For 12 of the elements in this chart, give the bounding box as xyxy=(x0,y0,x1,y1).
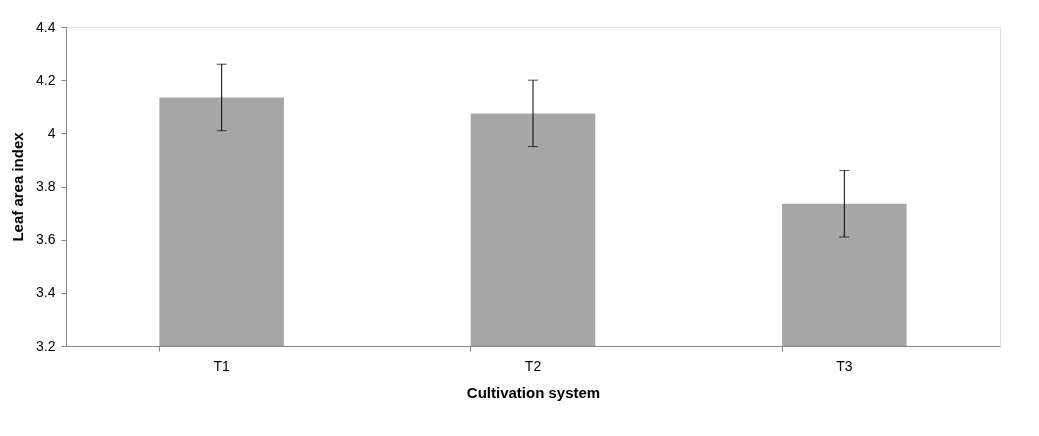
x-axis-title: Cultivation system xyxy=(466,383,601,401)
y-tick-label: 4.2 xyxy=(36,71,56,88)
x-tick-label: T2 xyxy=(524,357,542,374)
y-tick-label: 3.2 xyxy=(36,337,56,354)
y-tick-label: 3.4 xyxy=(36,284,56,301)
x-tick-label: T1 xyxy=(213,357,231,374)
x-tick-label: T3 xyxy=(836,357,853,374)
y-tick-label: 3.8 xyxy=(36,178,56,194)
y-tick-label: 4.4 xyxy=(36,18,56,35)
y-tick-label: 4 xyxy=(47,124,56,141)
y-tick-label: 3.6 xyxy=(36,231,56,248)
y-axis-title: Leaf area index xyxy=(9,131,27,242)
